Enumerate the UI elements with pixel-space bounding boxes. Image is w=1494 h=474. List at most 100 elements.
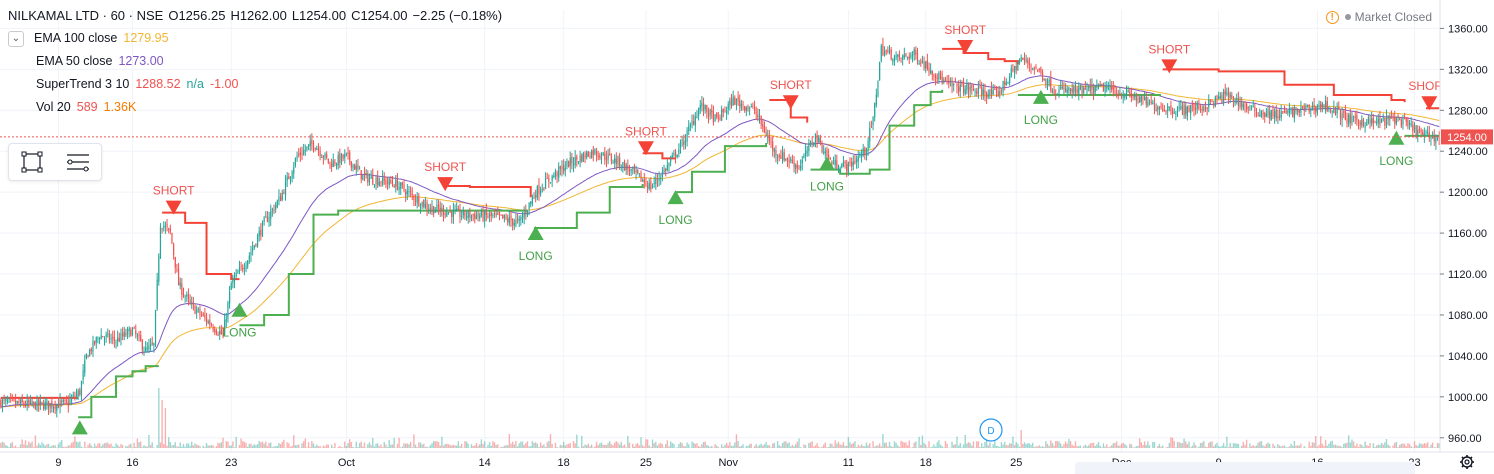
candle-body <box>897 54 899 57</box>
candle-body <box>414 200 417 202</box>
candle-body <box>1412 124 1414 132</box>
volume-bar <box>1130 444 1133 448</box>
candle-body <box>793 161 795 168</box>
candle-body <box>222 333 224 335</box>
candle-body <box>1329 109 1332 111</box>
candle-body <box>1137 98 1139 100</box>
candle-body <box>801 159 803 164</box>
candle-body <box>959 84 961 92</box>
volume-bar <box>186 443 188 448</box>
candle-body <box>883 51 886 56</box>
candle-body <box>538 185 540 194</box>
candle-body <box>836 160 838 169</box>
candle-body <box>834 159 836 166</box>
candle-body <box>1005 82 1007 86</box>
rectangle-tool-icon[interactable] <box>19 149 45 175</box>
volume-bar <box>850 444 853 448</box>
candle-body <box>118 338 120 342</box>
candle-body <box>783 152 785 161</box>
volume-bar <box>260 442 262 448</box>
volume-bar <box>1112 443 1115 448</box>
volume-bar <box>625 447 627 448</box>
candle-body <box>122 333 124 337</box>
candle-body <box>360 170 362 180</box>
volume-bar <box>650 447 652 448</box>
volume-bar <box>192 445 195 448</box>
volume-bar <box>19 444 22 448</box>
candle-body <box>174 256 176 268</box>
ema50-legend[interactable]: EMA 50 close 1273.00 <box>36 50 507 73</box>
candle-body <box>615 159 617 164</box>
volume-bar <box>225 441 227 448</box>
volume-bar <box>877 445 879 448</box>
volume-bar <box>513 444 515 448</box>
gear-icon[interactable] <box>1460 455 1474 469</box>
candle-body <box>1353 115 1355 117</box>
volume-bar <box>521 441 524 448</box>
volume-bar <box>470 444 473 448</box>
candle-body <box>291 172 293 178</box>
candle-body <box>516 218 519 220</box>
chevron-down-icon[interactable]: ⌄ <box>8 30 24 47</box>
candle-body <box>665 168 667 172</box>
volume-bar <box>768 445 771 448</box>
market-status[interactable]: ! Market Closed <box>1325 10 1432 24</box>
candle-body <box>56 404 58 411</box>
chart-grid <box>0 10 1440 452</box>
ema100-legend[interactable]: ⌄ EMA 100 close 1279.95 <box>8 27 507 50</box>
candle-body <box>437 204 440 209</box>
volume-bar <box>604 444 606 448</box>
symbol-title[interactable]: NILKAMAL LTD · 60 · NSE <box>8 8 164 23</box>
candle-body <box>1433 135 1435 141</box>
supertrend-legend[interactable]: SuperTrend 3 10 1288.52 n/a -1.00 <box>36 73 507 96</box>
volume-bar <box>607 442 609 448</box>
supertrend-line <box>0 47 1440 419</box>
volume-bar <box>373 446 376 448</box>
candle-body <box>186 295 188 297</box>
volume-bar <box>857 444 859 448</box>
volume-bar <box>980 443 983 448</box>
volume-bar <box>1058 441 1060 448</box>
volume-bar <box>1092 442 1095 448</box>
volume-bar <box>643 446 645 448</box>
lines-tool-icon[interactable] <box>65 149 91 175</box>
price-axis-bg[interactable] <box>1440 0 1494 474</box>
volume-bar <box>1012 436 1014 448</box>
candle-body <box>592 149 594 155</box>
candle-body <box>123 331 125 338</box>
volume-bar <box>1413 441 1416 448</box>
candle-body <box>956 83 958 87</box>
candle-body <box>38 399 40 406</box>
supertrend-up-segment <box>78 365 159 419</box>
volume-bar <box>1106 444 1108 448</box>
dividend-marker-icon[interactable]: D <box>979 418 1003 442</box>
volume-bar <box>959 442 961 448</box>
volume-bar <box>1171 437 1174 448</box>
volume-bar <box>1211 441 1213 448</box>
warning-icon: ! <box>1325 10 1339 24</box>
candle-body <box>753 107 756 112</box>
order-panel-tabs[interactable] <box>1075 462 1415 474</box>
volume-legend[interactable]: Vol 20 589 1.36K <box>36 96 507 119</box>
candle-body <box>191 302 193 305</box>
chart-legend: NILKAMAL LTD · 60 · NSE O1256.25 H1262.0… <box>8 4 507 119</box>
candle-body <box>977 87 979 94</box>
volume-bar <box>255 445 257 448</box>
candle-body <box>1430 137 1432 139</box>
candle-body <box>628 168 631 173</box>
candle-body <box>591 150 593 158</box>
volume-bar <box>1398 444 1401 448</box>
volume-bar <box>829 443 831 448</box>
volume-bar <box>212 445 214 448</box>
candle-body <box>1173 112 1175 114</box>
candle-body <box>265 216 267 218</box>
candle-body <box>1209 99 1212 101</box>
candle-body <box>1214 96 1216 107</box>
candle-body <box>1071 88 1073 93</box>
volume-bar <box>482 443 484 448</box>
volume-bar <box>544 447 547 448</box>
candle-body <box>828 154 830 157</box>
volume-bar <box>1186 444 1189 448</box>
candle-body <box>1219 96 1221 99</box>
